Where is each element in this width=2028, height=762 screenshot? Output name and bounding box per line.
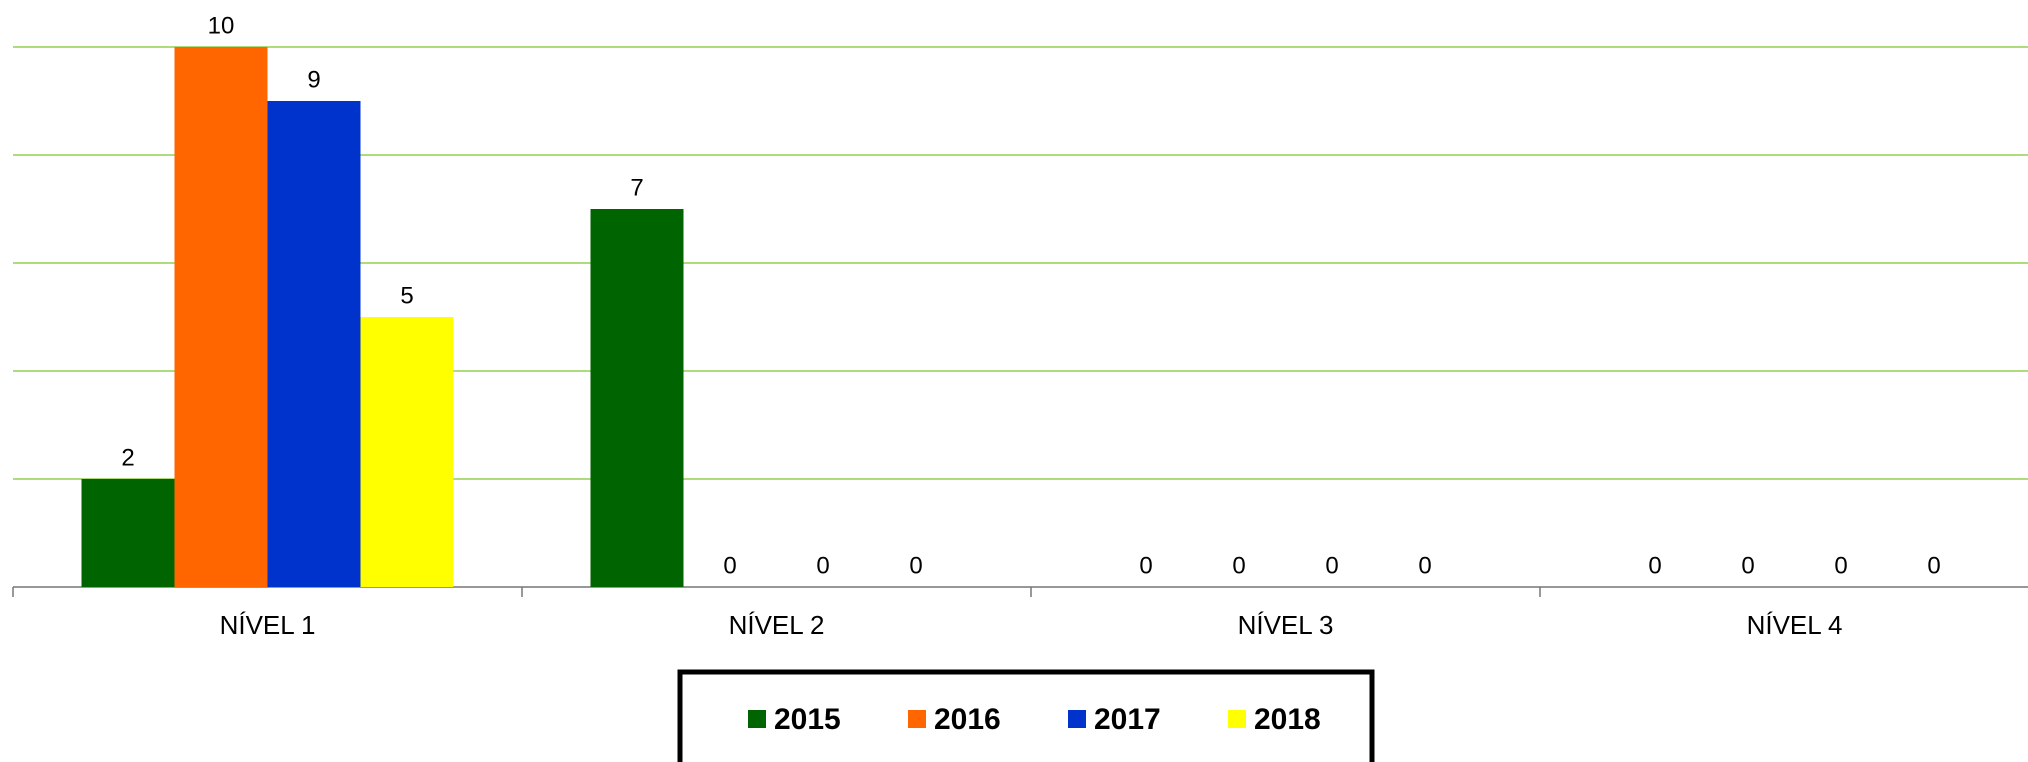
x-tick-label: NÍVEL 3 (1238, 610, 1334, 640)
data-label: 0 (816, 552, 829, 579)
data-label: 0 (909, 552, 922, 579)
bar (174, 47, 268, 587)
bar (267, 101, 361, 587)
legend-box (677, 669, 1375, 762)
legend-label: 2017 (1094, 703, 1161, 736)
legend-label: 2018 (1254, 703, 1321, 736)
legend-swatch (1068, 710, 1086, 728)
data-label: 0 (1648, 552, 1661, 579)
legend-label: 2016 (934, 703, 1001, 736)
bar (590, 209, 684, 587)
data-label: 0 (1834, 552, 1847, 579)
x-tick-label: NÍVEL 2 (729, 610, 825, 640)
legend-swatch (908, 710, 926, 728)
data-label: 0 (1418, 552, 1431, 579)
x-tick-label: NÍVEL 1 (220, 610, 316, 640)
legend-label: 2015 (774, 703, 841, 736)
data-label: 0 (723, 552, 736, 579)
bar (81, 479, 175, 587)
data-label: 0 (1325, 552, 1338, 579)
legend-swatch (1228, 710, 1246, 728)
data-label: 0 (1927, 552, 1940, 579)
data-label: 0 (1741, 552, 1754, 579)
data-label: 0 (1232, 552, 1245, 579)
data-label: 0 (1139, 552, 1152, 579)
data-label: 2 (121, 444, 134, 471)
data-label: 10 (208, 12, 235, 39)
legend-swatch (748, 710, 766, 728)
bar (360, 317, 454, 587)
data-label: 7 (630, 174, 643, 201)
data-label: 9 (307, 66, 320, 93)
data-label: 5 (400, 282, 413, 309)
x-tick-label: NÍVEL 4 (1747, 610, 1843, 640)
